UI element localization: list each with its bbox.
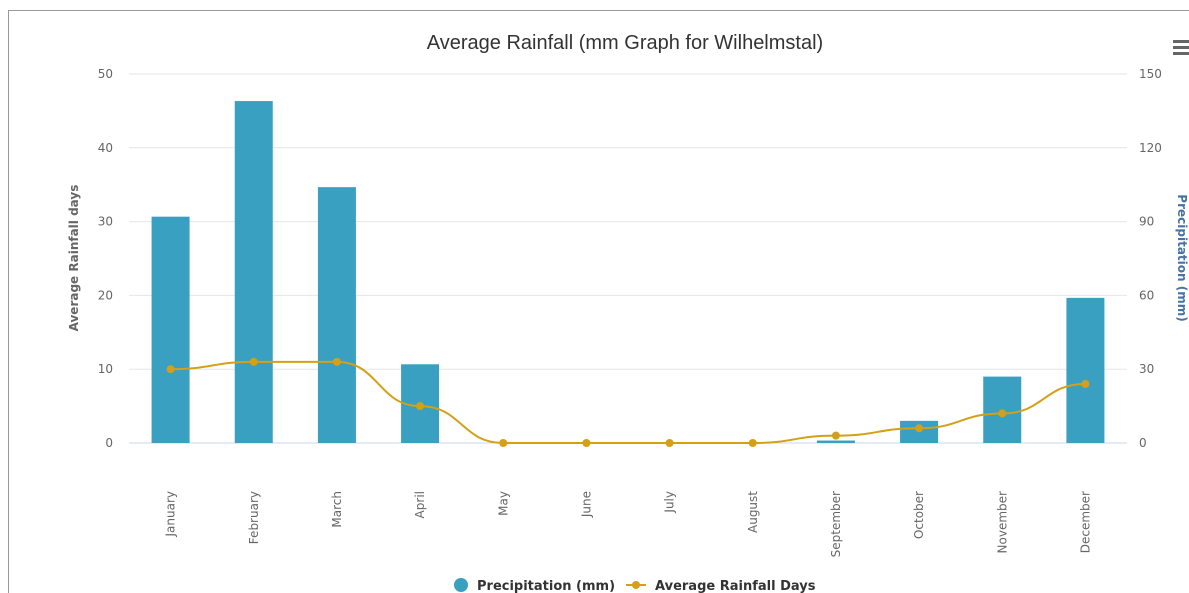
x-tick-label: June (579, 491, 593, 518)
precipitation-bar[interactable] (234, 101, 273, 443)
x-tick-label: February (247, 491, 261, 544)
x-tick-label: December (1078, 491, 1092, 553)
hamburger-menu-icon[interactable] (1173, 40, 1189, 55)
left-tick-label: 40 (98, 141, 113, 155)
precipitation-bar[interactable] (816, 440, 855, 443)
right-tick-label: 30 (1139, 362, 1154, 376)
x-tick-label: September (829, 491, 843, 557)
x-axis-labels: January February March April May June July Augu… (164, 491, 1093, 558)
chart-container (8, 10, 1189, 593)
rainfall-days-point[interactable] (582, 439, 591, 447)
x-tick-label: January (164, 491, 178, 538)
rainfall-days-line (166, 357, 1090, 447)
chart-title: Average Rainfall (mm Graph for Wilhelmst… (427, 32, 823, 54)
rainfall-days-point[interactable] (748, 439, 757, 447)
precipitation-bar[interactable] (1066, 297, 1105, 443)
x-tick-label: April (413, 491, 427, 518)
left-tick-label: 0 (105, 436, 113, 450)
gridlines (129, 73, 1127, 444)
left-axis-title: Average Rainfall days (67, 185, 81, 332)
x-tick-label: August (746, 491, 760, 533)
x-tick-label: October (912, 491, 926, 539)
precipitation-bar[interactable] (151, 216, 190, 443)
right-tick-label: 150 (1139, 67, 1162, 81)
rainfall-days-point[interactable] (166, 365, 175, 374)
legend-item-rainfall-days[interactable]: Average Rainfall Days (626, 579, 816, 593)
rainfall-days-line-path (170, 360, 1086, 445)
rainfall-days-point[interactable] (915, 424, 924, 433)
legend-precipitation-label: Precipitation (mm) (477, 579, 615, 593)
right-axis-ticks: 0 30 60 90 120 150 (1139, 67, 1162, 450)
rainfall-days-point[interactable] (831, 431, 840, 440)
left-tick-label: 50 (98, 67, 113, 81)
x-tick-label: November (995, 491, 1009, 553)
rainfall-days-point[interactable] (332, 357, 341, 366)
rainfall-days-point[interactable] (998, 409, 1007, 418)
precipitation-bar[interactable] (317, 187, 356, 443)
rainfall-days-point[interactable] (499, 439, 508, 447)
left-axis-ticks: 0 10 20 30 40 50 (98, 67, 113, 450)
right-axis-title: Precipitation (mm) (1175, 194, 1189, 321)
right-tick-label: 60 (1139, 288, 1154, 302)
right-tick-label: 0 (1139, 436, 1147, 450)
right-tick-label: 120 (1139, 141, 1162, 155)
x-tick-label: March (330, 491, 344, 528)
legend-rainfall-days-label: Average Rainfall Days (655, 579, 816, 593)
rainfall-days-point[interactable] (1081, 379, 1090, 388)
legend-rainfall-days-symbol (632, 581, 640, 589)
left-tick-label: 30 (98, 215, 113, 229)
legend-precipitation-symbol (454, 578, 468, 592)
right-tick-label: 90 (1139, 215, 1154, 229)
x-tick-label: May (496, 491, 510, 516)
left-tick-label: 10 (98, 362, 113, 376)
rainfall-days-point[interactable] (249, 357, 258, 366)
precipitation-bars (151, 101, 1105, 443)
rainfall-days-point[interactable] (416, 402, 425, 411)
rainfall-days-point[interactable] (665, 439, 674, 447)
legend-item-precipitation[interactable]: Precipitation (mm) (454, 578, 615, 593)
left-tick-label: 20 (98, 288, 113, 302)
legend: Precipitation (mm) Average Rainfall Days (454, 578, 816, 593)
x-tick-label: July (663, 491, 677, 514)
